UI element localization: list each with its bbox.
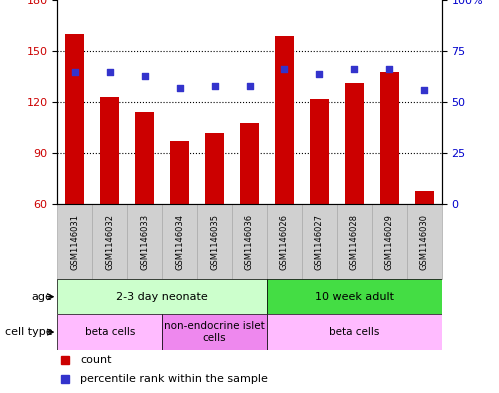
Bar — [92, 204, 127, 279]
Bar — [57, 314, 162, 350]
Point — [141, 72, 149, 79]
Text: GSM1146034: GSM1146034 — [175, 214, 184, 270]
Text: beta cells: beta cells — [329, 327, 379, 337]
Bar — [267, 204, 302, 279]
Text: age: age — [31, 292, 52, 302]
Bar — [302, 204, 337, 279]
Text: GSM1146035: GSM1146035 — [210, 214, 219, 270]
Text: non-endocrine islet
cells: non-endocrine islet cells — [164, 321, 265, 343]
Bar — [267, 314, 442, 350]
Bar — [170, 141, 189, 204]
Bar — [310, 99, 329, 204]
Point — [211, 83, 219, 89]
Bar — [57, 279, 267, 314]
Bar — [197, 204, 232, 279]
Bar — [205, 133, 224, 204]
Bar — [162, 204, 197, 279]
Bar — [380, 72, 399, 204]
Point — [106, 68, 114, 75]
Text: GSM1146026: GSM1146026 — [280, 214, 289, 270]
Bar — [100, 97, 119, 204]
Bar — [337, 204, 372, 279]
Point — [176, 85, 184, 91]
Bar — [162, 314, 267, 350]
Point — [71, 68, 79, 75]
Bar — [415, 191, 434, 204]
Bar — [345, 83, 364, 204]
Text: GSM1146033: GSM1146033 — [140, 214, 149, 270]
Point — [350, 66, 358, 73]
Text: GSM1146036: GSM1146036 — [245, 214, 254, 270]
Text: cell type: cell type — [5, 327, 52, 337]
Point — [246, 83, 253, 89]
Bar — [65, 34, 84, 204]
Bar — [57, 204, 92, 279]
Text: count: count — [80, 354, 112, 365]
Bar — [127, 204, 162, 279]
Text: 10 week adult: 10 week adult — [315, 292, 394, 302]
Text: GSM1146027: GSM1146027 — [315, 214, 324, 270]
Text: GSM1146032: GSM1146032 — [105, 214, 114, 270]
Text: 2-3 day neonate: 2-3 day neonate — [116, 292, 208, 302]
Bar — [240, 123, 259, 204]
Text: GSM1146030: GSM1146030 — [420, 214, 429, 270]
Bar — [275, 36, 294, 204]
Bar — [135, 112, 154, 204]
Text: GSM1146028: GSM1146028 — [350, 214, 359, 270]
Point — [420, 87, 428, 93]
Text: GSM1146031: GSM1146031 — [70, 214, 79, 270]
Bar — [372, 204, 407, 279]
Point — [280, 66, 288, 73]
Bar — [267, 279, 442, 314]
Text: beta cells: beta cells — [85, 327, 135, 337]
Text: percentile rank within the sample: percentile rank within the sample — [80, 374, 268, 384]
Bar — [232, 204, 267, 279]
Bar — [407, 204, 442, 279]
Point — [315, 70, 323, 77]
Text: GSM1146029: GSM1146029 — [385, 214, 394, 270]
Point — [385, 66, 393, 73]
